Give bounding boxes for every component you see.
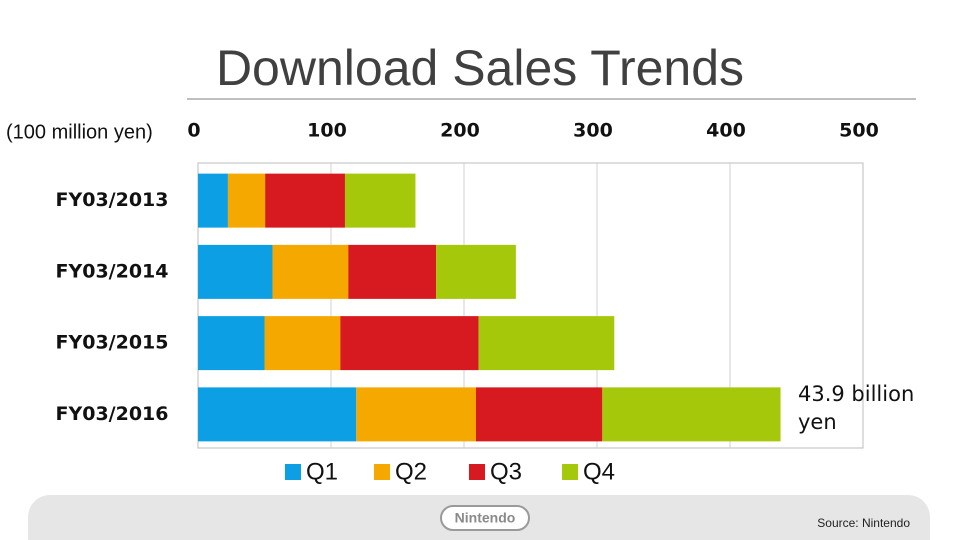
y-tick-label: FY03/2013 bbox=[56, 189, 169, 211]
legend-label: Q4 bbox=[583, 458, 615, 485]
legend-label: Q3 bbox=[490, 458, 522, 485]
bar-segment bbox=[272, 244, 349, 299]
bar-segment bbox=[264, 316, 341, 371]
bar-segment bbox=[356, 387, 476, 442]
x-tick-label: 100 bbox=[307, 120, 347, 142]
bar-segment bbox=[198, 244, 273, 299]
y-tick-label: FY03/2015 bbox=[56, 332, 169, 354]
logo: Nintendo bbox=[455, 510, 516, 526]
y-tick-label: FY03/2014 bbox=[56, 260, 169, 282]
bar-segment bbox=[436, 244, 516, 299]
annotation: 43.9 billion yen bbox=[798, 382, 915, 434]
legend-label: Q2 bbox=[395, 458, 427, 485]
bar-segment bbox=[475, 387, 603, 442]
bar-segment bbox=[198, 173, 228, 228]
bar-segment bbox=[198, 387, 357, 442]
bar-segment bbox=[478, 316, 615, 371]
x-tick-label: 300 bbox=[573, 120, 613, 142]
x-tick-label: 400 bbox=[706, 120, 746, 142]
legend-swatch bbox=[285, 464, 301, 480]
bar-segment bbox=[602, 387, 781, 442]
x-tick-label: 200 bbox=[440, 120, 480, 142]
logo-frame bbox=[440, 505, 530, 531]
bar-segment bbox=[340, 316, 479, 371]
x-tick-label: 0 bbox=[187, 120, 200, 142]
bar-segment bbox=[198, 316, 265, 371]
plot-frame bbox=[197, 162, 864, 449]
bar-segment bbox=[348, 244, 437, 299]
chart-title: Download Sales Trends bbox=[216, 40, 744, 96]
bar-segment bbox=[227, 173, 266, 228]
x-tick-label: 500 bbox=[839, 120, 879, 142]
y-tick-label: FY03/2016 bbox=[56, 403, 169, 425]
bar-segment bbox=[344, 173, 416, 228]
legend-swatch bbox=[469, 464, 485, 480]
legend-swatch bbox=[374, 464, 390, 480]
legend-label: Q1 bbox=[306, 458, 338, 485]
source: Source: Nintendo bbox=[817, 516, 910, 530]
bar-segment bbox=[265, 173, 345, 228]
axis-label: (100 million yen) bbox=[6, 121, 153, 143]
legend-swatch bbox=[562, 464, 578, 480]
